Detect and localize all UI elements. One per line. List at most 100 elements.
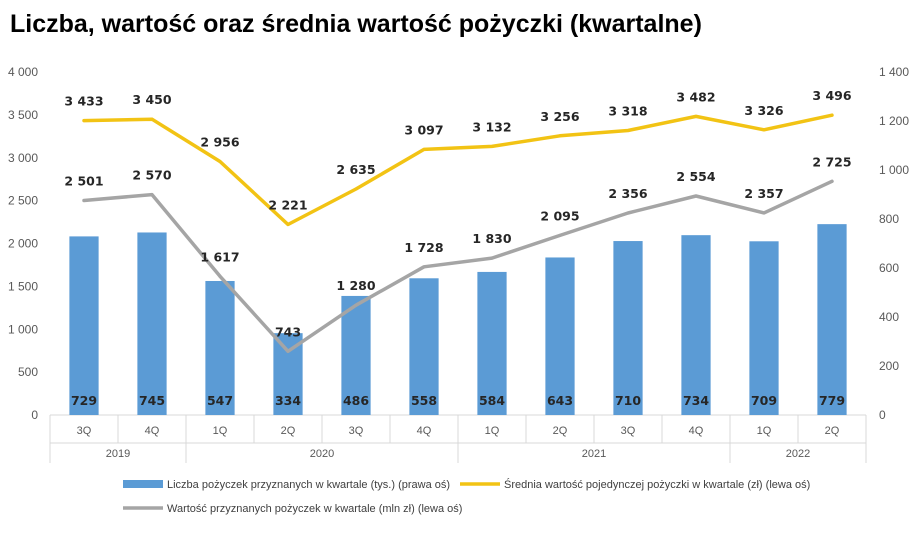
line-point xyxy=(762,128,766,132)
line-data-label: 2 356 xyxy=(608,186,647,201)
line-data-label: 2 570 xyxy=(132,168,171,183)
bar xyxy=(69,236,99,415)
total-value-line xyxy=(82,179,834,354)
right-axis-tick-label: 600 xyxy=(879,261,899,275)
right-axis-tick-label: 0 xyxy=(879,408,886,422)
chart-title: Liczba, wartość oraz średnia wartość poż… xyxy=(10,10,702,38)
line-data-label: 1 830 xyxy=(472,231,511,246)
bar-data-label: 584 xyxy=(479,393,505,408)
legend-label: Średnia wartość pojedynczej pożyczki w k… xyxy=(504,478,810,491)
line-point xyxy=(82,199,86,203)
bar-data-label: 558 xyxy=(411,393,437,408)
bar xyxy=(477,271,507,415)
right-axis-tick-label: 1 400 xyxy=(879,65,909,79)
legend-label: Liczba pożyczek przyznanych w kwartale (… xyxy=(167,479,450,491)
line-point xyxy=(626,211,630,215)
category-label: 1Q xyxy=(213,425,228,437)
right-axis-tick-label: 1 000 xyxy=(879,163,909,177)
line-point xyxy=(422,265,426,269)
line-point xyxy=(354,187,358,191)
line-data-label: 3 433 xyxy=(64,94,103,109)
line-point xyxy=(286,349,290,353)
right-axis-tick-label: 400 xyxy=(879,310,899,324)
line-point xyxy=(422,147,426,151)
year-label: 2022 xyxy=(786,448,810,460)
bar-data-label: 486 xyxy=(343,393,369,408)
line-data-label: 1 728 xyxy=(404,240,443,255)
category-label: 3Q xyxy=(621,425,636,437)
line-data-label: 3 450 xyxy=(132,92,171,107)
data-labels: 729 745 547 334 486 558 584 643 710 734 709 779 3 43… xyxy=(64,88,851,408)
line-point xyxy=(218,274,222,278)
line-point xyxy=(150,193,154,197)
bar-data-label: 334 xyxy=(275,393,301,408)
line-data-label: 3 326 xyxy=(744,103,783,118)
line-data-label: 2 956 xyxy=(200,135,239,150)
category-label: 2Q xyxy=(281,425,296,437)
line-data-label: 1 617 xyxy=(200,249,239,264)
line-series xyxy=(82,113,834,354)
bar xyxy=(545,257,575,415)
line-data-label: 2 554 xyxy=(676,169,715,184)
average-value-line xyxy=(82,113,834,227)
line-data-label: 3 496 xyxy=(812,88,851,103)
axes: 0 500 1 000 1 500 2 000 2 500 3 000 3 500 4 000 0… xyxy=(8,65,909,463)
line-data-label: 2 095 xyxy=(540,208,579,223)
category-label: 3Q xyxy=(77,425,92,437)
category-label: 4Q xyxy=(689,425,704,437)
line-data-label: 3 097 xyxy=(404,122,443,137)
left-axis-tick-label: 0 xyxy=(31,408,38,422)
line-point xyxy=(558,134,562,138)
left-axis-tick-label: 500 xyxy=(18,365,38,379)
legend-label: Wartość przyznanych pożyczek w kwartale … xyxy=(167,503,462,515)
line-point xyxy=(694,194,698,198)
left-axis-tick-label: 2 500 xyxy=(8,194,38,208)
left-axis-tick-label: 2 000 xyxy=(8,237,38,251)
left-axis-tick-label: 3 000 xyxy=(8,151,38,165)
right-axis-tick-label: 200 xyxy=(879,359,899,373)
category-label: 1Q xyxy=(757,425,772,437)
line-data-label: 2 501 xyxy=(64,174,103,189)
line-data-label: 3 256 xyxy=(540,109,579,124)
bar-data-label: 729 xyxy=(71,393,97,408)
line-point xyxy=(830,113,834,117)
legend-swatch xyxy=(123,480,163,488)
bar xyxy=(613,241,643,415)
bar xyxy=(409,278,439,415)
bar-data-label: 643 xyxy=(547,393,573,408)
left-axis-tick-label: 1 500 xyxy=(8,279,38,293)
year-label: 2019 xyxy=(106,448,130,460)
bar-data-label: 547 xyxy=(207,393,233,408)
line-point xyxy=(354,303,358,307)
line-data-label: 2 357 xyxy=(744,186,783,201)
legend: Liczba pożyczek przyznanych w kwartale (… xyxy=(123,478,810,515)
line-point xyxy=(490,256,494,260)
category-label: 4Q xyxy=(417,425,432,437)
line-point xyxy=(762,211,766,215)
bar-data-label: 779 xyxy=(819,393,845,408)
line-data-label: 1 280 xyxy=(336,278,375,293)
bar xyxy=(137,232,167,415)
year-label: 2021 xyxy=(582,448,606,460)
line-data-label: 2 725 xyxy=(812,154,851,169)
line-point xyxy=(490,144,494,148)
line-data-label: 3 482 xyxy=(676,89,715,104)
right-axis-tick-label: 1 200 xyxy=(879,114,909,128)
bar xyxy=(273,333,303,415)
category-label: 1Q xyxy=(485,425,500,437)
line-data-label: 2 221 xyxy=(268,198,307,213)
line-data-label: 3 318 xyxy=(608,103,647,118)
line-data-label: 3 132 xyxy=(472,119,511,134)
bar xyxy=(681,235,711,415)
line-point xyxy=(218,160,222,164)
line-point xyxy=(694,114,698,118)
left-axis-tick-label: 4 000 xyxy=(8,65,38,79)
line-point xyxy=(82,119,86,123)
bar-data-label: 710 xyxy=(615,393,641,408)
year-label: 2020 xyxy=(310,448,334,460)
category-label: 2Q xyxy=(553,425,568,437)
line-data-label: 743 xyxy=(275,324,301,339)
line-data-label: 2 635 xyxy=(336,162,375,177)
line-point xyxy=(286,223,290,227)
